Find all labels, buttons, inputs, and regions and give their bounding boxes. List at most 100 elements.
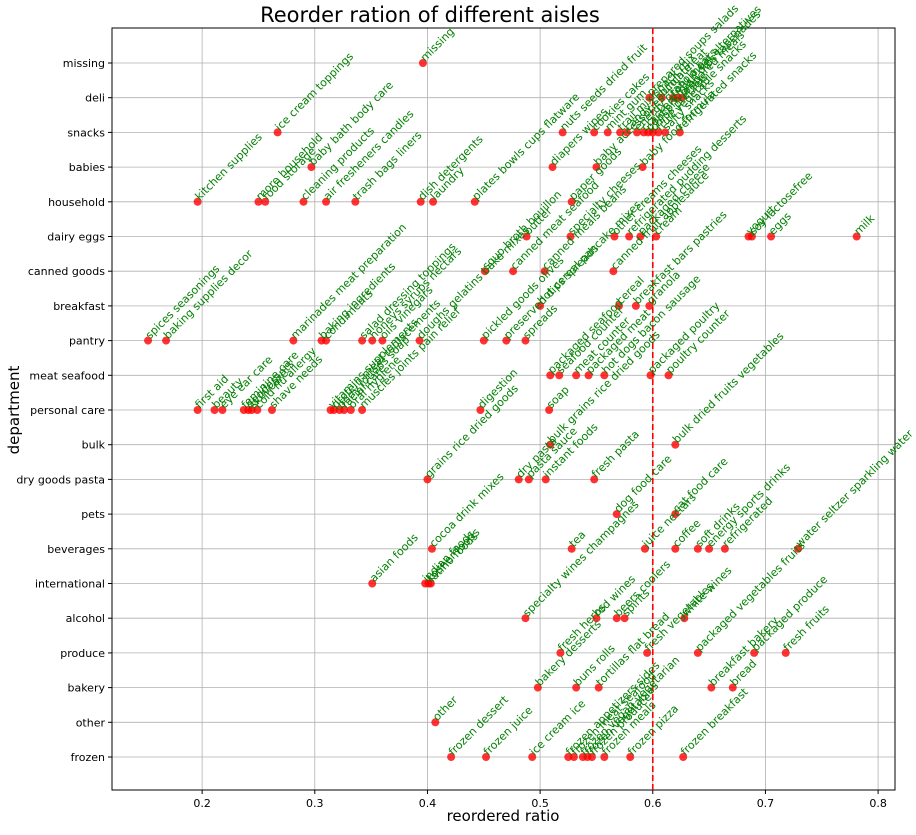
point-label: dog food care [612, 452, 675, 515]
data-point [592, 163, 601, 172]
point-label: water seltzer sparkling water [793, 427, 916, 550]
y-tick-label: pantry [69, 335, 106, 348]
y-tick-label: beverages [47, 543, 105, 556]
data-point [144, 336, 153, 345]
data-point [368, 579, 377, 588]
data-point [645, 301, 654, 310]
data-point [603, 128, 612, 137]
data-point [671, 544, 680, 553]
y-tick-label: personal care [30, 404, 105, 417]
data-point [267, 406, 276, 414]
x-tick-label: 0.2 [193, 797, 211, 810]
data-point [707, 683, 716, 692]
data-point [546, 440, 555, 449]
x-tick-label: 0.5 [531, 797, 549, 810]
data-point [426, 579, 435, 588]
data-point [470, 197, 479, 206]
data-point [536, 301, 545, 310]
y-tick-label: bulk [82, 439, 106, 452]
x-tick-label: 0.6 [644, 797, 662, 810]
y-tick-label: alcohol [66, 612, 105, 625]
data-point [720, 544, 729, 553]
data-point [643, 648, 652, 657]
data-point [210, 406, 219, 414]
x-tick-label: 0.8 [869, 797, 887, 810]
data-point [418, 59, 427, 67]
data-point [671, 440, 680, 449]
data-point [351, 197, 360, 206]
data-point [247, 406, 256, 414]
data-point [340, 406, 349, 414]
data-point [289, 336, 298, 345]
data-point [540, 267, 549, 276]
data-point [609, 267, 618, 276]
data-point [564, 753, 573, 761]
point-label: grains rice dried goods [422, 382, 521, 481]
data-point [657, 93, 666, 102]
point-label: asian foods [367, 531, 421, 585]
x-tick-label: 0.3 [306, 797, 324, 810]
data-point [584, 371, 593, 380]
data-point [652, 232, 661, 241]
data-point [273, 128, 282, 137]
y-tick-label: breakfast [53, 300, 105, 313]
data-point [541, 475, 550, 484]
data-point [193, 406, 202, 414]
y-tick-label: dairy eggs [47, 231, 105, 244]
data-point [620, 614, 629, 623]
point-label: missing [418, 25, 457, 64]
data-point [431, 718, 440, 727]
point-label: other [430, 693, 460, 723]
point-label: milk [852, 212, 878, 238]
data-point [626, 753, 635, 761]
data-point [556, 648, 565, 657]
data-point [612, 510, 621, 519]
y-tick-label: babies [69, 161, 106, 174]
data-point [646, 371, 655, 380]
data-point [322, 197, 331, 206]
data-point [600, 753, 609, 761]
tick-labels-layer: 0.2 0.3 0.4 0.5 0.6 0.7 0.8 missing deli snacks ba… [16, 57, 887, 810]
data-point [524, 475, 533, 484]
data-point [509, 267, 518, 276]
data-point [555, 371, 564, 380]
data-point [678, 93, 687, 102]
data-point [633, 128, 642, 137]
data-point [502, 336, 511, 345]
data-point [346, 406, 355, 414]
data-point [479, 336, 488, 345]
axes-frame [111, 27, 896, 791]
data-point [767, 232, 776, 241]
y-tick-label: other [76, 716, 106, 729]
point-label: spices seasonings [143, 262, 223, 342]
grid-layer [112, 28, 895, 790]
data-point [693, 648, 702, 657]
data-point [566, 232, 575, 241]
point-label: soap [544, 383, 572, 411]
y-tick-label: canned goods [28, 265, 105, 278]
data-point [218, 406, 227, 414]
data-point [625, 232, 634, 241]
data-point [747, 232, 756, 241]
data-point [521, 614, 530, 623]
data-point [322, 336, 331, 345]
y-tick-label: snacks [67, 126, 105, 139]
data-point [680, 614, 689, 623]
data-point [587, 753, 596, 761]
y-tick-label: produce [60, 647, 105, 660]
y-axis-label: department [5, 366, 23, 455]
data-point [545, 406, 554, 414]
data-point [671, 510, 680, 519]
data-point [514, 475, 523, 484]
data-point [640, 544, 649, 553]
data-point [572, 683, 581, 692]
data-point [415, 336, 424, 345]
data-point [636, 232, 645, 241]
point-label: baking supplies decor [161, 247, 256, 342]
data-point [546, 371, 555, 380]
data-point [476, 406, 485, 414]
data-point [616, 128, 625, 137]
data-point [750, 648, 759, 657]
